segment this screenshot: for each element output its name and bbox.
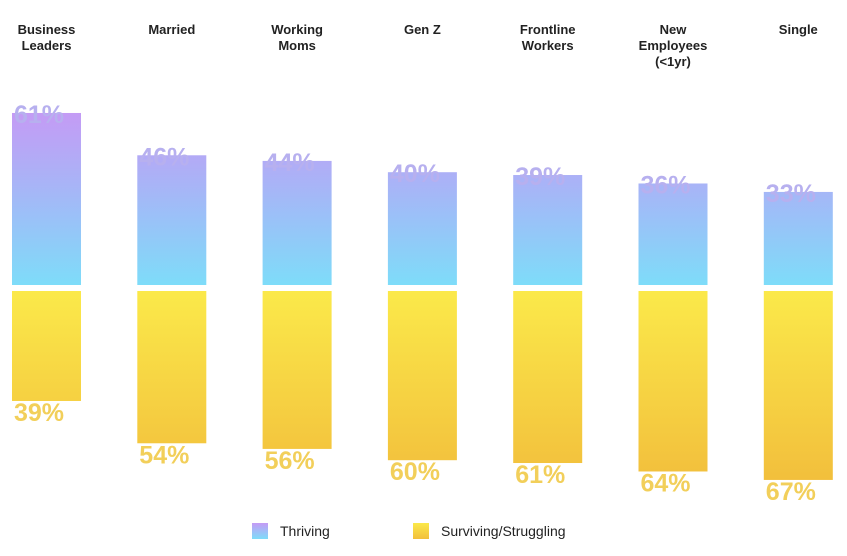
thriving-value-label: 39% <box>515 163 565 191</box>
surviving-bar <box>137 291 207 444</box>
surviving-value-label: 56% <box>265 447 315 475</box>
thriving-value-label: 44% <box>265 149 315 177</box>
value-labels: 61% 39% 46% 54% 44% 56% 40% 60% 39% 61% 36% 64% 33% 6… <box>14 101 816 506</box>
surviving-legend-label: Surviving/Struggling <box>441 523 566 539</box>
surviving-value-label: 60% <box>390 458 440 486</box>
thriving-bar <box>513 175 583 285</box>
surviving-bar <box>12 291 81 401</box>
surviving-bar <box>638 291 708 472</box>
thriving-legend-swatch <box>252 523 268 539</box>
category-label: Frontline Workers <box>520 22 576 53</box>
surviving-bar <box>763 291 833 480</box>
thriving-bar <box>763 191 833 285</box>
surviving-value-label: 64% <box>641 469 691 497</box>
legend: Thriving Surviving/Struggling <box>252 523 566 539</box>
surviving-value-label: 54% <box>139 441 189 469</box>
surviving-value-label: 67% <box>766 478 816 506</box>
surviving-bar <box>513 291 583 464</box>
thriving-bar <box>262 160 332 285</box>
category-label: Gen Z <box>404 22 441 37</box>
thriving-value-label: 46% <box>139 143 189 171</box>
category-label: Working Moms <box>271 22 323 53</box>
surviving-bar <box>262 291 332 449</box>
bars <box>12 112 833 480</box>
category-label: Single <box>779 22 818 37</box>
thriving-bar <box>12 112 81 285</box>
category-label: Business Leaders <box>18 22 76 53</box>
thriving-value-label: 33% <box>766 180 816 208</box>
thriving-value-label: 40% <box>390 160 440 188</box>
category-label: New Employees (<1yr) <box>639 22 708 69</box>
surviving-legend-swatch <box>413 523 429 539</box>
thriving-legend-label: Thriving <box>280 523 330 539</box>
thriving-bar <box>638 183 708 285</box>
surviving-value-label: 39% <box>14 399 64 427</box>
category-label: Married <box>148 22 195 37</box>
thriving-bar <box>137 155 207 285</box>
surviving-value-label: 61% <box>515 461 565 489</box>
thriving-value-label: 36% <box>641 171 691 199</box>
thriving-bar <box>387 172 457 285</box>
category-labels: Business Leaders Married Working Moms Gen Z Fr… <box>18 22 818 69</box>
thriving-value-label: 61% <box>14 101 64 129</box>
surviving-bar <box>387 291 457 461</box>
